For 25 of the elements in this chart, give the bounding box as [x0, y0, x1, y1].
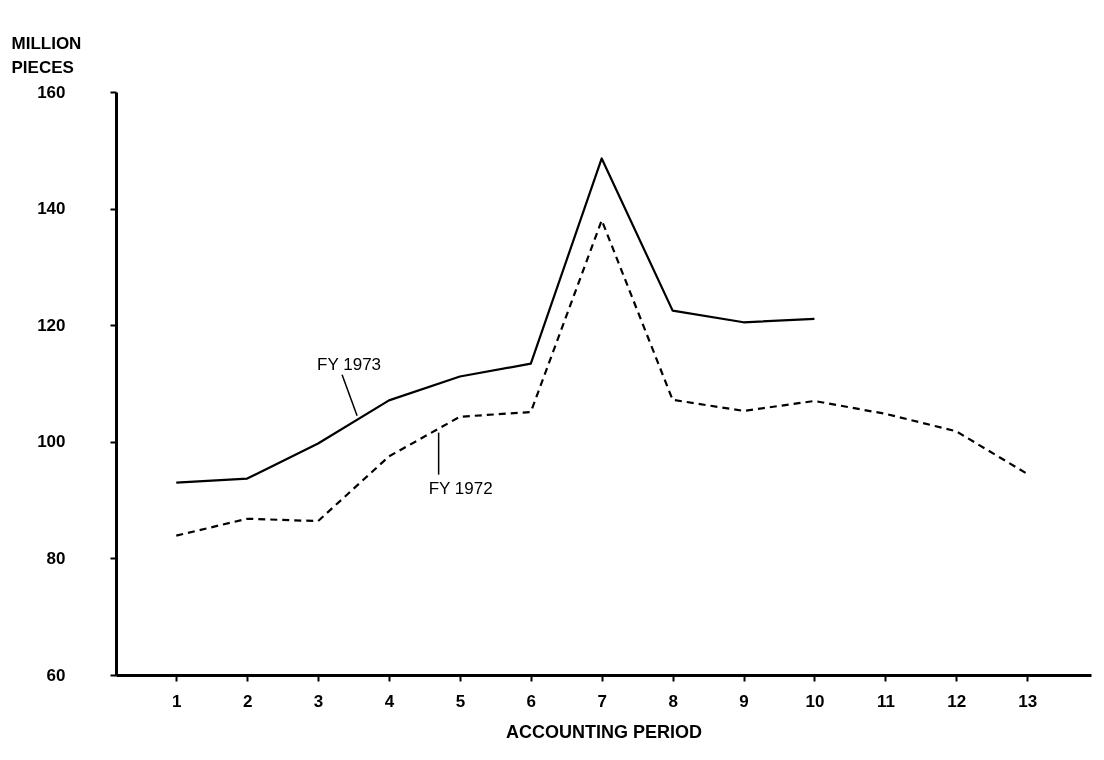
x-tick-label: 11	[876, 691, 895, 711]
series-label: FY 1973	[317, 354, 382, 374]
x-tick-label: 6	[526, 691, 537, 711]
y-tick-label: 100	[37, 432, 66, 452]
x-tick-label: 2	[242, 691, 253, 711]
y-tick-label: 80	[46, 548, 66, 568]
x-tick-label: 1	[172, 691, 182, 711]
x-tick-label: 8	[668, 691, 678, 711]
y-tick-label: 60	[46, 665, 66, 685]
y-axis-title: MILLION PIECES	[11, 33, 82, 77]
x-tick-label: 7	[597, 691, 607, 711]
x-tick-label: 4	[384, 691, 395, 711]
x-tick-label: 5	[455, 691, 466, 711]
x-tick-label: 12	[947, 691, 967, 711]
line-series	[175, 219, 1029, 537]
x-tick-label: 3	[313, 691, 324, 711]
x-tick-label: 13	[1018, 691, 1038, 711]
y-tick-label: 160	[37, 82, 66, 102]
y-tick-label: 140	[37, 199, 66, 219]
x-tick-label: 10	[805, 691, 825, 711]
x-tick-label: 9	[739, 691, 749, 711]
line-series	[175, 157, 816, 484]
y-tick-label: 120	[37, 315, 66, 335]
text: FY 1972	[428, 478, 493, 498]
x-axis-title: ACCOUNTING PERIOD	[505, 721, 703, 742]
